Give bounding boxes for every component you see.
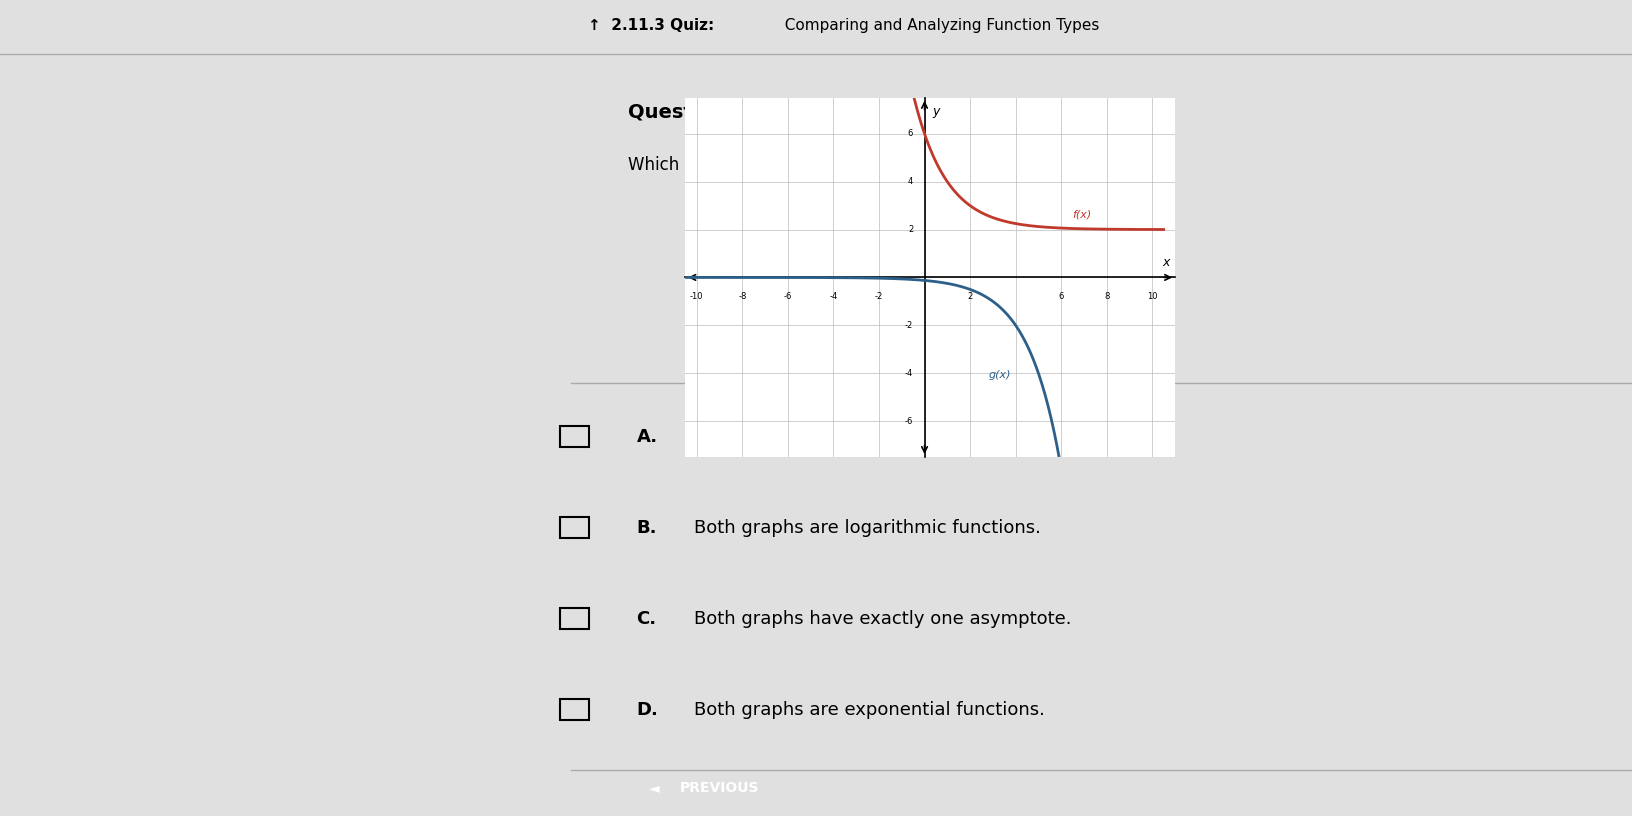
Text: Question 9 of 10: Question 9 of 10 bbox=[628, 103, 809, 122]
Text: 6: 6 bbox=[1059, 292, 1064, 301]
Text: g(x): g(x) bbox=[989, 370, 1010, 380]
Text: ◄: ◄ bbox=[650, 781, 659, 796]
Text: Which of the following statements are true?: Which of the following statements are tr… bbox=[628, 156, 994, 174]
Text: -2: -2 bbox=[904, 321, 914, 330]
Text: 2: 2 bbox=[968, 292, 973, 301]
Text: Both graphs are exponential functions.: Both graphs are exponential functions. bbox=[694, 701, 1044, 719]
Text: PREVIOUS: PREVIOUS bbox=[681, 781, 759, 796]
Text: A.: A. bbox=[636, 428, 658, 446]
Text: -2: -2 bbox=[875, 292, 883, 301]
Text: -8: -8 bbox=[738, 292, 746, 301]
Text: -10: -10 bbox=[690, 292, 703, 301]
Text: -4: -4 bbox=[829, 292, 837, 301]
Text: 6: 6 bbox=[907, 129, 914, 139]
Text: Both graphs are logarithmic functions.: Both graphs are logarithmic functions. bbox=[694, 519, 1041, 537]
Text: -6: -6 bbox=[783, 292, 792, 301]
Text: 2: 2 bbox=[907, 225, 914, 234]
Text: ↑  2.11.3 Quiz:: ↑ 2.11.3 Quiz: bbox=[588, 18, 713, 33]
Text: 10: 10 bbox=[1147, 292, 1157, 301]
Text: 8: 8 bbox=[1103, 292, 1110, 301]
Text: D.: D. bbox=[636, 701, 658, 719]
Text: -4: -4 bbox=[904, 369, 914, 378]
Text: y: y bbox=[932, 105, 940, 118]
Text: Comparing and Analyzing Function Types: Comparing and Analyzing Function Types bbox=[775, 18, 1100, 33]
Text: 4: 4 bbox=[907, 177, 914, 186]
Text: x: x bbox=[1162, 256, 1170, 269]
Text: C.: C. bbox=[636, 610, 656, 628]
Text: Both graphs have exactly one asymptote.: Both graphs have exactly one asymptote. bbox=[694, 610, 1071, 628]
Text: B.: B. bbox=[636, 519, 658, 537]
Text: Both graphs have been shifted and flipped.: Both graphs have been shifted and flippe… bbox=[694, 428, 1084, 446]
Text: -6: -6 bbox=[904, 416, 914, 426]
Text: f(x): f(x) bbox=[1072, 210, 1092, 220]
